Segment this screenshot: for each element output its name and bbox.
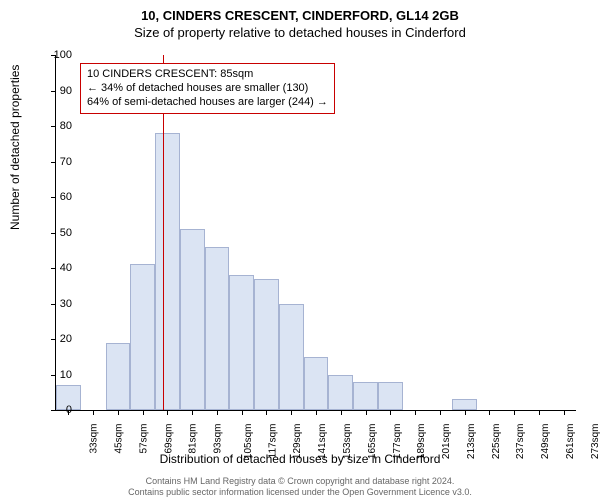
xtick-label: 141sqm (317, 424, 328, 460)
xtick-label: 57sqm (138, 424, 149, 454)
chart-title: 10, CINDERS CRESCENT, CINDERFORD, GL14 2… (0, 0, 600, 23)
histogram-bar (155, 133, 180, 410)
xtick-label: 201sqm (441, 424, 452, 460)
xtick-label: 189sqm (416, 424, 427, 460)
histogram-bar (353, 382, 378, 410)
histogram-bar (378, 382, 403, 410)
ytick-label: 50 (42, 227, 72, 239)
histogram-bar (229, 275, 254, 410)
xtick-label: 105sqm (243, 424, 254, 460)
ytick-label: 90 (42, 85, 72, 97)
annotation-line: ← 34% of detached houses are smaller (13… (87, 82, 328, 96)
histogram-bar (180, 229, 205, 410)
xtick-label: 69sqm (163, 424, 174, 454)
ytick-label: 60 (42, 191, 72, 203)
xtick-label: 225sqm (491, 424, 502, 460)
xtick-label: 213sqm (466, 424, 477, 460)
chart-subtitle: Size of property relative to detached ho… (0, 23, 600, 40)
chart-area: 10 CINDERS CRESCENT: 85sqm ← 34% of deta… (55, 55, 575, 410)
footer-line: Contains public sector information licen… (0, 487, 600, 498)
ytick-label: 80 (42, 120, 72, 132)
histogram-bar (304, 357, 329, 410)
ytick-label: 30 (42, 298, 72, 310)
xtick-label: 33sqm (89, 424, 100, 454)
xtick-label: 45sqm (114, 424, 125, 454)
y-axis-label: Number of detached properties (8, 65, 22, 230)
xtick-label: 261sqm (565, 424, 576, 460)
xtick-label: 237sqm (515, 424, 526, 460)
xtick-label: 117sqm (267, 424, 278, 459)
xtick-label: 165sqm (367, 424, 378, 460)
xtick-label: 129sqm (293, 424, 304, 460)
xtick-label: 153sqm (342, 424, 353, 460)
annotation-box: 10 CINDERS CRESCENT: 85sqm ← 34% of deta… (80, 63, 335, 114)
histogram-bar (452, 399, 477, 410)
annotation-line: 64% of semi-detached houses are larger (… (87, 96, 328, 110)
histogram-bar (254, 279, 279, 410)
histogram-bar (106, 343, 131, 410)
ytick-label: 40 (42, 262, 72, 274)
xtick-label: 93sqm (213, 424, 224, 454)
histogram-bar (205, 247, 230, 410)
ytick-label: 100 (42, 49, 72, 61)
ytick-label: 70 (42, 156, 72, 168)
footer: Contains HM Land Registry data © Crown c… (0, 476, 600, 498)
ytick-label: 20 (42, 333, 72, 345)
annotation-line: 10 CINDERS CRESCENT: 85sqm (87, 68, 328, 82)
histogram-bar (130, 264, 155, 410)
histogram-bar (279, 304, 304, 411)
xtick-label: 249sqm (540, 424, 551, 460)
xtick-label: 177sqm (392, 424, 403, 460)
ytick-label: 0 (42, 404, 72, 416)
ytick-label: 10 (42, 369, 72, 381)
histogram-bar (328, 375, 353, 411)
xtick-label: 81sqm (188, 424, 199, 454)
footer-line: Contains HM Land Registry data © Crown c… (0, 476, 600, 487)
xtick-label: 273sqm (590, 424, 600, 460)
